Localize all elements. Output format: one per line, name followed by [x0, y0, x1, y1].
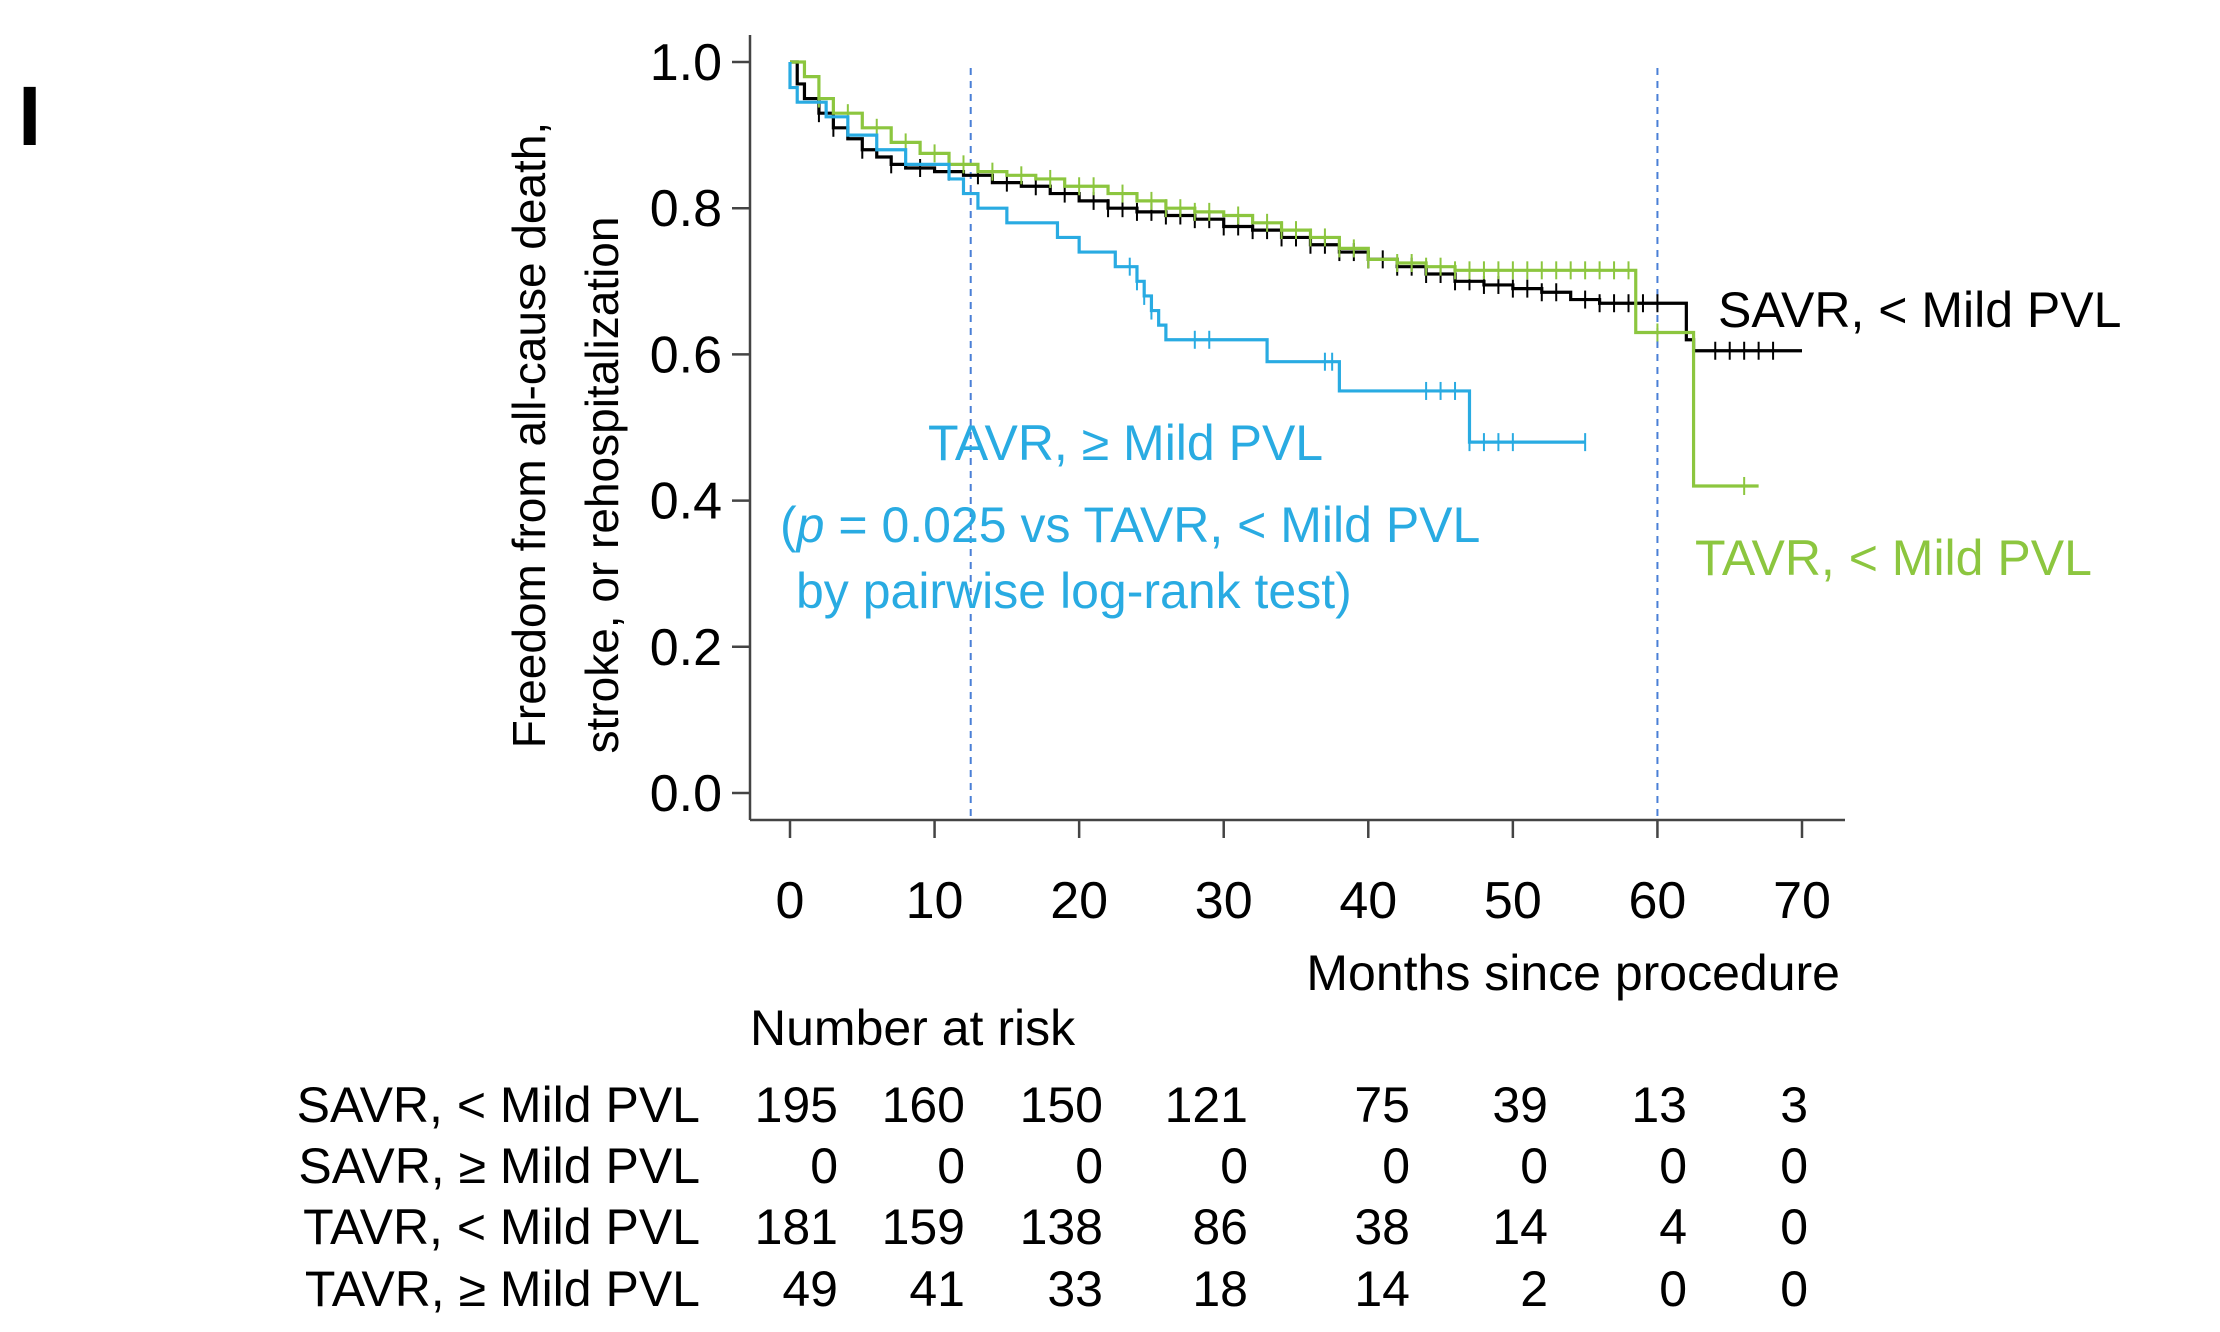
risk-value: 75 — [1354, 1077, 1410, 1133]
x-tick-label: 30 — [1195, 872, 1253, 930]
risk-row-label: TAVR, ≥ Mild PVL — [305, 1261, 700, 1317]
y-tick-label: 0.6 — [650, 326, 722, 384]
risk-value: 18 — [1192, 1261, 1248, 1317]
risk-value: 0 — [1780, 1261, 1808, 1317]
risk-table-title: Number at risk — [750, 1000, 1076, 1056]
risk-value: 0 — [1659, 1138, 1687, 1194]
risk-value: 150 — [1020, 1077, 1103, 1133]
risk-value: 4 — [1659, 1199, 1687, 1255]
x-tick-label: 0 — [776, 872, 805, 930]
risk-value: 14 — [1492, 1199, 1548, 1255]
risk-value: 41 — [909, 1261, 965, 1317]
panel-letter: I — [18, 69, 41, 163]
x-tick-label: 40 — [1339, 872, 1397, 930]
risk-value: 159 — [882, 1199, 965, 1255]
reference-lines — [969, 68, 1659, 820]
risk-value: 38 — [1354, 1199, 1410, 1255]
y-tick-label: 1.0 — [650, 34, 722, 92]
annotation-pvalue: (p = 0.025 vs TAVR, < Mild PVL — [780, 497, 1480, 553]
risk-table: SAVR, < Mild PVL 195 160 150 121 75 39 13 3 SAVR,… — [297, 1077, 1808, 1317]
x-tick-label: 10 — [906, 872, 964, 930]
label-tavr-less-mild: TAVR, < Mild PVL — [1695, 530, 2092, 586]
x-tick-label: 20 — [1050, 872, 1108, 930]
risk-value: 3 — [1780, 1077, 1808, 1133]
risk-row-label: TAVR, < Mild PVL — [303, 1199, 700, 1255]
risk-value: 2 — [1520, 1261, 1548, 1317]
curve-3 — [788, 62, 1586, 444]
annotation-logrank: by pairwise log-rank test) — [796, 563, 1352, 619]
risk-value: 195 — [755, 1077, 838, 1133]
annotation-tavr-mild-pvl: TAVR, ≥ Mild PVL — [928, 415, 1323, 471]
risk-value: 0 — [1382, 1138, 1410, 1194]
risk-value: 13 — [1631, 1077, 1687, 1133]
risk-value: 160 — [882, 1077, 965, 1133]
risk-value: 0 — [1780, 1138, 1808, 1194]
y-tick-label: 0.2 — [650, 619, 722, 677]
risk-value: 0 — [1659, 1261, 1687, 1317]
risk-row-label: SAVR, ≥ Mild PVL — [298, 1138, 700, 1194]
curve-labels: SAVR, < Mild PVL TAVR, < Mild PVL TAVR, … — [780, 282, 2121, 619]
risk-value: 33 — [1047, 1261, 1103, 1317]
risk-value: 0 — [810, 1138, 838, 1194]
y-tick-label: 0.0 — [650, 765, 722, 823]
y-tick-label: 0.4 — [650, 473, 722, 531]
risk-value: 0 — [1780, 1199, 1808, 1255]
risk-row-label: SAVR, < Mild PVL — [297, 1077, 700, 1133]
y-axis-title-line2: stroke, or rehospitalization — [576, 217, 628, 754]
y-axis-title: Freedom from all-cause death, stroke, or… — [503, 122, 628, 754]
risk-value: 39 — [1492, 1077, 1548, 1133]
risk-value: 14 — [1354, 1261, 1410, 1317]
x-axis-title: Months since procedure — [1306, 945, 1840, 1001]
risk-value: 86 — [1192, 1199, 1248, 1255]
curve-1 — [790, 60, 1802, 353]
y-tick-label: 0.8 — [650, 180, 722, 238]
survival-curves — [788, 60, 1802, 495]
risk-value: 138 — [1020, 1199, 1103, 1255]
risk-value: 0 — [1075, 1138, 1103, 1194]
risk-value: 0 — [1220, 1138, 1248, 1194]
axes: 0.0 0.2 0.4 0.6 0.8 1.0 0 10 20 30 40 50 60 70 — [650, 34, 1845, 930]
label-savr-less-mild: SAVR, < Mild PVL — [1718, 282, 2121, 338]
risk-value: 0 — [1520, 1138, 1548, 1194]
x-tick-label: 60 — [1629, 872, 1687, 930]
risk-value: 49 — [782, 1261, 838, 1317]
risk-value: 121 — [1165, 1077, 1248, 1133]
y-axis-title-line1: Freedom from all-cause death, — [503, 122, 555, 748]
risk-value: 181 — [755, 1199, 838, 1255]
risk-value: 0 — [937, 1138, 965, 1194]
x-tick-label: 50 — [1484, 872, 1542, 930]
x-tick-label: 70 — [1773, 872, 1831, 930]
